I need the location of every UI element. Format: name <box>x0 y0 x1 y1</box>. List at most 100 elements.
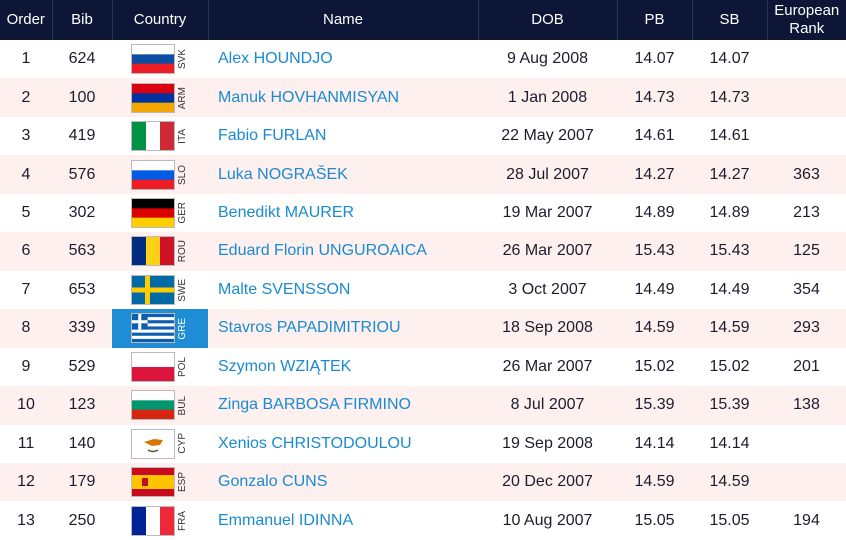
country-code: ITA <box>177 128 188 144</box>
country-wrap: POL <box>112 351 208 382</box>
athlete-link[interactable]: Malte SVENSSON <box>218 280 351 298</box>
dob: 19 Sep 2008 <box>502 434 593 452</box>
name-cell: Emmanuel IDINNA <box>208 501 478 539</box>
pb: 15.39 <box>617 386 692 425</box>
pb: 14.59 <box>617 462 692 502</box>
pb: 15.43 <box>617 232 692 271</box>
order: 9 <box>21 357 31 375</box>
table-row: 5 302 GER Benedikt MAURER 19 Mar 2007 14.89 14… <box>0 194 846 232</box>
flag <box>131 505 175 536</box>
country-cell: FRA <box>112 501 208 539</box>
sb: 14.59 <box>692 462 767 502</box>
country-code: SVK <box>177 49 188 70</box>
name-cell: Benedikt MAURER <box>208 194 478 232</box>
column-header: DOB <box>478 0 618 40</box>
country-cell: ARM <box>112 78 208 117</box>
bib: 250 <box>68 511 96 529</box>
athlete-link[interactable]: Benedikt MAURER <box>218 204 355 222</box>
order: 2 <box>0 78 52 117</box>
bib: 624 <box>68 50 96 68</box>
country-cell: ITA <box>112 117 208 155</box>
column-header: PB <box>617 0 693 40</box>
pb: 14.59 <box>617 309 692 348</box>
athlete-link[interactable]: Gonzalo CUNS <box>218 473 328 491</box>
country-cell: SVK <box>112 40 208 78</box>
pb: 14.61 <box>634 127 675 145</box>
european-rank: 293 <box>767 309 846 348</box>
sb: 15.05 <box>709 511 750 529</box>
country-code: SLO <box>177 164 188 185</box>
bib: 576 <box>52 155 112 194</box>
name-cell: Zinga BARBOSA FIRMINO <box>208 386 478 425</box>
european-rank-cell <box>767 462 846 502</box>
dob: 3 Oct 2007 <box>508 280 587 298</box>
athlete-link[interactable]: Emmanuel IDINNA <box>218 511 354 529</box>
athlete-link[interactable]: Eduard Florin UNGUROAICA <box>218 242 427 260</box>
bib: 529 <box>68 357 96 375</box>
european-rank: 363 <box>767 155 846 194</box>
sb: 15.43 <box>692 232 767 271</box>
order: 3 <box>21 127 31 145</box>
pb: 14.49 <box>634 280 675 298</box>
name-cell: Gonzalo CUNS <box>208 462 478 502</box>
sb: 14.61 <box>709 127 750 145</box>
athlete-link[interactable]: Manuk HOVHANMISYAN <box>218 88 400 106</box>
pb: 14.14 <box>634 434 675 452</box>
country-code: BUL <box>177 395 188 416</box>
sb: 14.14 <box>709 434 750 452</box>
name-cell: Szymon WZIĄTEK <box>208 348 478 386</box>
athlete-link[interactable]: Fabio FURLAN <box>218 127 327 145</box>
flag <box>131 428 175 459</box>
country-cell: SLO <box>112 155 208 194</box>
country-code: ESP <box>177 472 188 493</box>
bib: 179 <box>52 462 112 502</box>
name-cell: Manuk HOVHANMISYAN <box>208 78 478 117</box>
country-wrap: ROU <box>112 236 208 267</box>
pb: 14.27 <box>617 155 692 194</box>
country-code: CYP <box>177 433 188 455</box>
country-wrap: SLO <box>112 159 208 190</box>
table-row: 4 576 SLO Luka NOGRAŠEK 28 Jul 2007 14.27 14.2… <box>0 155 846 194</box>
table-row: 12 179 ESP Gonzalo CUNS 20 Dec 2007 14.59 14.5… <box>0 462 846 502</box>
bib: 100 <box>52 78 112 117</box>
table-row: 13 250 FRA Emmanuel IDINNA 10 Aug 2007 15.05 1… <box>0 501 846 539</box>
pb: 15.05 <box>634 511 675 529</box>
name-cell: Luka NOGRAŠEK <box>208 155 478 194</box>
table-row: 11 140 CYP Xenios CHRISTODOULOU 19 Sep 2008 1… <box>0 425 846 463</box>
athlete-link[interactable]: Zinga BARBOSA FIRMINO <box>218 396 411 414</box>
order: 5 <box>21 204 31 222</box>
dob: 28 Jul 2007 <box>478 155 617 194</box>
column-header: Bib <box>52 0 113 40</box>
athlete-link[interactable]: Xenios CHRISTODOULOU <box>218 434 412 452</box>
sb: 14.49 <box>709 280 750 298</box>
flag <box>131 44 175 75</box>
country-wrap: GRE <box>112 313 208 344</box>
dob: 22 May 2007 <box>501 127 594 145</box>
european-rank: 354 <box>793 280 820 298</box>
table-row: 6 563 ROU Eduard Florin UNGUROAICA 26 Mar 20… <box>0 232 846 271</box>
country-cell: GER <box>112 194 208 232</box>
table-body: 1 624 SVK Alex HOUNDJO 9 Aug 2008 14.07 14.07 2… <box>0 40 846 540</box>
header-row: Order Bib Country Name DOB PB SB European Rank <box>0 0 846 40</box>
country-wrap: SWE <box>112 274 208 305</box>
dob: 26 Mar 2007 <box>478 232 617 271</box>
dob: 19 Mar 2007 <box>502 204 593 222</box>
athlete-link[interactable]: Alex HOUNDJO <box>218 50 333 68</box>
table-row: 3 419 ITA Fabio FURLAN 22 May 2007 14.61 14.61 <box>0 117 846 155</box>
name-cell: Alex HOUNDJO <box>208 40 478 78</box>
bib: 563 <box>52 232 112 271</box>
country-wrap: CYP <box>112 428 208 459</box>
athlete-link[interactable]: Szymon WZIĄTEK <box>218 357 352 375</box>
athlete-link[interactable]: Luka NOGRAŠEK <box>218 165 348 183</box>
table-row: 9 529 POL Szymon WZIĄTEK 26 Mar 2007 15.02 15.… <box>0 348 846 386</box>
table-row: 10 123 BUL Zinga BARBOSA FIRMINO 8 Jul 2007 1… <box>0 386 846 425</box>
order: 7 <box>21 280 31 298</box>
dob: 18 Sep 2008 <box>478 309 617 348</box>
country-cell: POL <box>112 348 208 386</box>
athlete-link[interactable]: Stavros PAPADIMITRIOU <box>218 319 401 337</box>
table-row: 2 100 ARM Manuk HOVHANMISYAN 1 Jan 2008 14.73… <box>0 78 846 117</box>
country-wrap: BUL <box>112 390 208 421</box>
country-cell: GRE <box>112 309 208 348</box>
